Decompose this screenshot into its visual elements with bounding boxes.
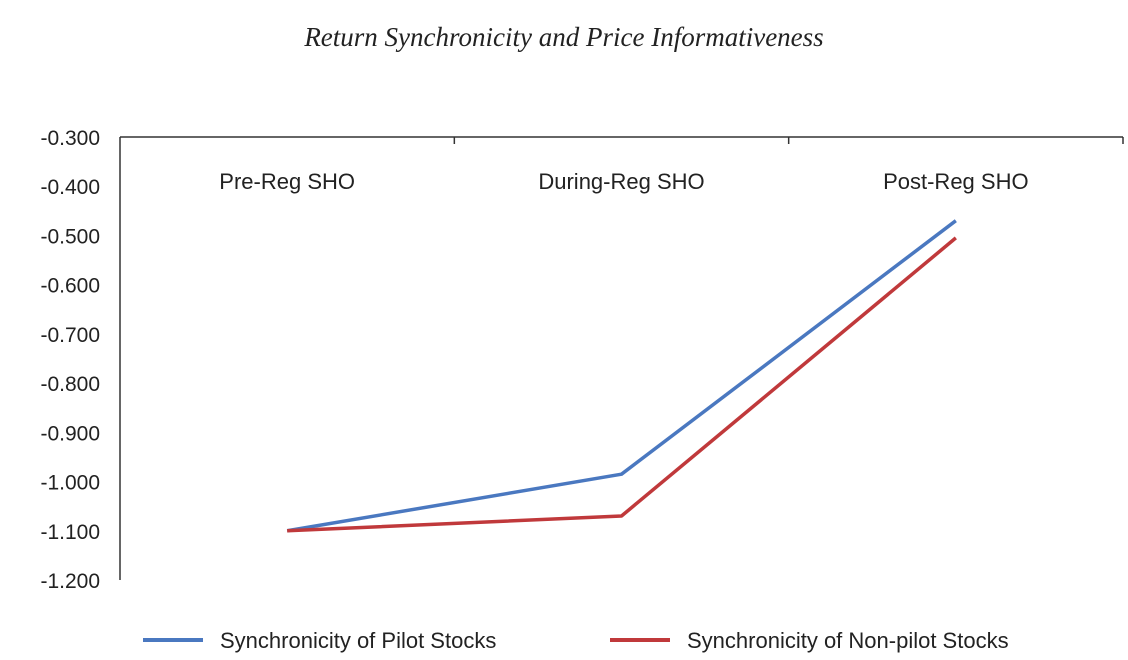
series-line-pilot bbox=[286, 219, 957, 533]
series-line-non-pilot bbox=[287, 236, 957, 533]
y-tick-label: -0.300 bbox=[40, 127, 100, 150]
y-tick-label: -0.500 bbox=[40, 225, 100, 248]
legend-label: Synchronicity of Pilot Stocks bbox=[220, 628, 496, 653]
category-label: Post-Reg SHO bbox=[883, 169, 1029, 194]
category-label: During-Reg SHO bbox=[538, 169, 704, 194]
y-tick-label: -1.000 bbox=[40, 472, 100, 495]
category-label: Pre-Reg SHO bbox=[219, 169, 355, 194]
y-tick-label: -0.400 bbox=[40, 176, 100, 199]
y-tick-label: -0.800 bbox=[40, 373, 100, 396]
y-tick-label: -0.900 bbox=[40, 422, 100, 445]
y-tick-label: -1.100 bbox=[40, 521, 100, 544]
y-tick-label: -0.700 bbox=[40, 324, 100, 347]
y-tick-label: -1.200 bbox=[40, 570, 100, 593]
legend-label: Synchronicity of Non-pilot Stocks bbox=[687, 628, 1009, 653]
y-tick-label: -0.600 bbox=[40, 275, 100, 298]
chart-title: Return Synchronicity and Price Informati… bbox=[304, 22, 824, 52]
